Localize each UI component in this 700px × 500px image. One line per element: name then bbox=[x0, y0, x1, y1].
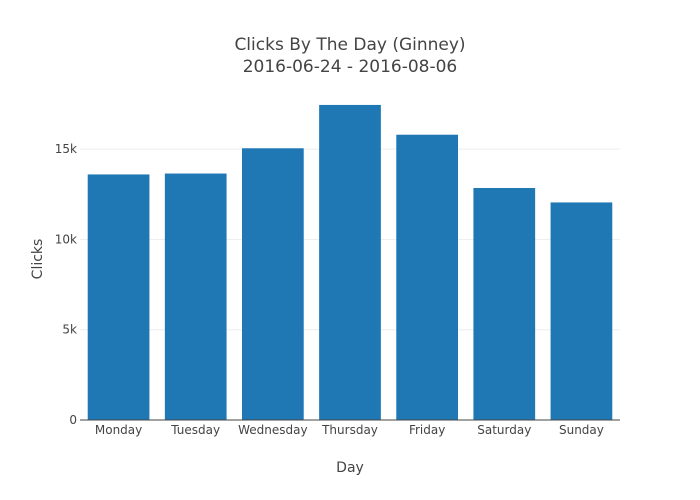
y-tick-label: 15k bbox=[55, 142, 77, 156]
chart-subtitle: 2016-06-24 - 2016-08-06 bbox=[243, 57, 458, 77]
bar-friday bbox=[396, 134, 458, 420]
x-tick-label: Saturday bbox=[477, 423, 531, 437]
bars bbox=[87, 104, 613, 421]
y-tick-label: 0 bbox=[69, 413, 77, 427]
bar-sunday bbox=[550, 202, 613, 420]
y-tick-labels: 0 5k 10k 15k bbox=[55, 142, 77, 427]
x-tick-labels: Monday Tuesday Wednesday Thursday Friday Satu… bbox=[95, 423, 604, 437]
chart-title: Clicks By The Day (Ginney) bbox=[234, 35, 465, 55]
x-tick-label: Tuesday bbox=[170, 423, 220, 437]
x-tick-label: Monday bbox=[95, 423, 142, 437]
x-tick-label: Friday bbox=[409, 423, 445, 437]
bar-monday bbox=[87, 174, 150, 420]
bar-wednesday bbox=[242, 148, 304, 420]
y-tick-label: 5k bbox=[62, 323, 77, 337]
x-tick-label: Thursday bbox=[321, 423, 378, 437]
x-tick-label: Wednesday bbox=[238, 423, 307, 437]
bar-thursday bbox=[319, 104, 381, 421]
x-tick-label: Sunday bbox=[559, 423, 604, 437]
y-axis-title: Clicks bbox=[30, 239, 46, 280]
bar-tuesday bbox=[164, 173, 227, 420]
bar-saturday bbox=[473, 187, 536, 420]
y-tick-label: 10k bbox=[55, 232, 77, 246]
x-axis-title: Day bbox=[336, 460, 364, 476]
